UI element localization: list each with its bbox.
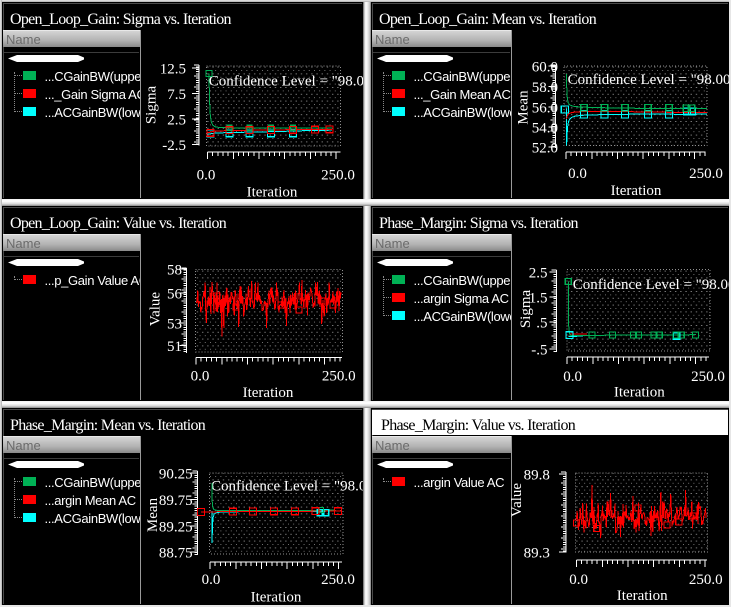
- svg-text:Iteration: Iteration: [251, 590, 302, 606]
- svg-text:54.0: 54.0: [532, 121, 558, 137]
- svg-text:Iteration: Iteration: [614, 385, 665, 401]
- svg-text:0.0: 0.0: [197, 168, 216, 184]
- svg-text:53: 53: [167, 317, 182, 333]
- svg-text:Iteration: Iteration: [617, 588, 668, 604]
- svg-text:60.0: 60.0: [532, 60, 558, 76]
- svg-text:250.0: 250.0: [321, 168, 355, 184]
- svg-text:250.0: 250.0: [321, 572, 355, 588]
- svg-text:-.5: -.5: [531, 343, 547, 359]
- svg-text:88.75: 88.75: [159, 546, 193, 562]
- svg-text:2.5: 2.5: [167, 113, 186, 129]
- svg-text:0.0: 0.0: [568, 166, 587, 182]
- svg-text:51: 51: [167, 339, 182, 355]
- svg-text:250.0: 250.0: [689, 572, 723, 588]
- svg-text:0.0: 0.0: [569, 572, 588, 588]
- svg-text:Sigma: Sigma: [144, 85, 160, 124]
- svg-text:Iteration: Iteration: [243, 385, 294, 401]
- svg-text:0.0: 0.0: [563, 369, 582, 385]
- svg-text:.5: .5: [536, 316, 547, 332]
- svg-text:0.0: 0.0: [191, 369, 210, 385]
- svg-text:Mean: Mean: [516, 90, 532, 125]
- svg-text:89.75: 89.75: [159, 493, 193, 509]
- svg-text:Confidence Level = "98.0000": Confidence Level = "98.0000": [211, 479, 363, 495]
- svg-text:Confidence Level = "98.0000": Confidence Level = "98.0000": [209, 74, 363, 90]
- svg-text:7.5: 7.5: [167, 87, 186, 103]
- svg-text:56.0: 56.0: [532, 101, 558, 117]
- svg-text:52.0: 52.0: [532, 141, 558, 157]
- svg-text:1.5: 1.5: [529, 291, 548, 307]
- svg-text:250.0: 250.0: [689, 166, 723, 182]
- svg-text:-2.5: -2.5: [162, 138, 186, 154]
- svg-text:Iteration: Iteration: [247, 184, 298, 199]
- svg-text:Sigma: Sigma: [518, 289, 534, 328]
- svg-text:Mean: Mean: [145, 497, 161, 532]
- svg-text:58.0: 58.0: [532, 80, 558, 96]
- svg-text:58: 58: [167, 263, 182, 279]
- svg-text:12.5: 12.5: [160, 62, 186, 78]
- svg-text:Value: Value: [509, 483, 525, 517]
- svg-text:89.8: 89.8: [524, 468, 550, 484]
- svg-text:89.3: 89.3: [524, 546, 550, 562]
- svg-text:90.25: 90.25: [159, 467, 193, 483]
- svg-text:Confidence Level = "98.0000": Confidence Level = "98.0000": [573, 277, 729, 293]
- svg-text:56: 56: [167, 287, 183, 303]
- svg-text:Value: Value: [148, 292, 164, 326]
- svg-text:Iteration: Iteration: [611, 183, 662, 199]
- svg-text:Confidence Level = "98.0000": Confidence Level = "98.0000": [568, 72, 729, 88]
- svg-text:89.25: 89.25: [159, 520, 193, 536]
- svg-text:2.5: 2.5: [529, 266, 548, 282]
- svg-text:0.0: 0.0: [202, 572, 221, 588]
- svg-text:250.0: 250.0: [691, 369, 725, 385]
- svg-text:250.0: 250.0: [322, 369, 356, 385]
